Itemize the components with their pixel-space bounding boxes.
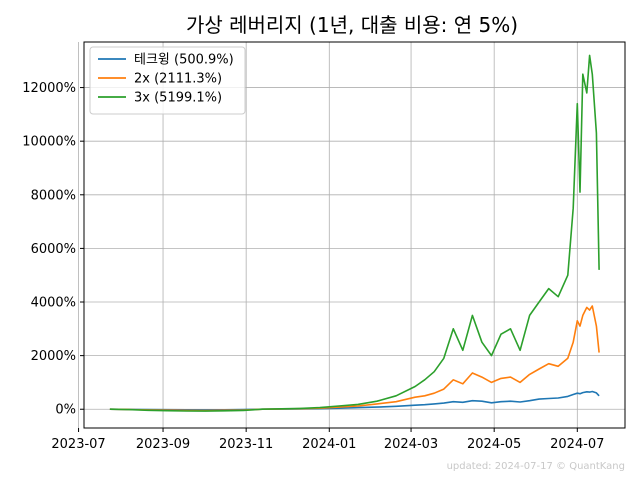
y-tick-label: 2000% [31, 349, 76, 364]
x-tick-label: 2024-03 [384, 437, 438, 452]
x-tick-label: 2024-07 [550, 437, 604, 452]
legend-label: 2x (2111.3%) [134, 72, 222, 87]
y-axis: 0% 2000% 4000% 6000% 8000% 10000% 12000% [22, 81, 84, 418]
y-tick-label: 0% [55, 403, 76, 418]
x-tick-label: 2024-05 [467, 437, 521, 452]
legend-box [89, 46, 246, 115]
series-line-2 [109, 54, 600, 412]
x-tick-label: 2023-09 [136, 437, 190, 452]
series-lines [109, 54, 600, 412]
x-tick-label: 2024-01 [302, 437, 356, 452]
plot-frame [83, 41, 626, 429]
y-tick-label: 12000% [22, 81, 76, 96]
y-tick-label: 4000% [31, 296, 76, 311]
legend-label: 3x (5199.1%) [134, 91, 222, 106]
y-tick-label: 6000% [31, 242, 76, 257]
chart-title: 가상 레버리지 (1년, 대출 비용: 연 5%) [186, 13, 518, 37]
legend: 테크윙 (500.9%) 2x (2111.3%) 3x (5199.1%) [89, 46, 246, 115]
watermark: updated: 2024-07-17 © QuantKang [447, 461, 625, 472]
x-tick-label: 2023-07 [51, 437, 105, 452]
legend-label: 테크윙 (500.9%) [134, 52, 234, 68]
y-tick-label: 8000% [31, 188, 76, 203]
y-tick-label: 10000% [22, 135, 76, 150]
x-axis: 2023-07 2023-09 2023-11 2024-01 2024-03 2024-… [51, 428, 604, 452]
x-tick-label: 2023-11 [219, 437, 273, 452]
